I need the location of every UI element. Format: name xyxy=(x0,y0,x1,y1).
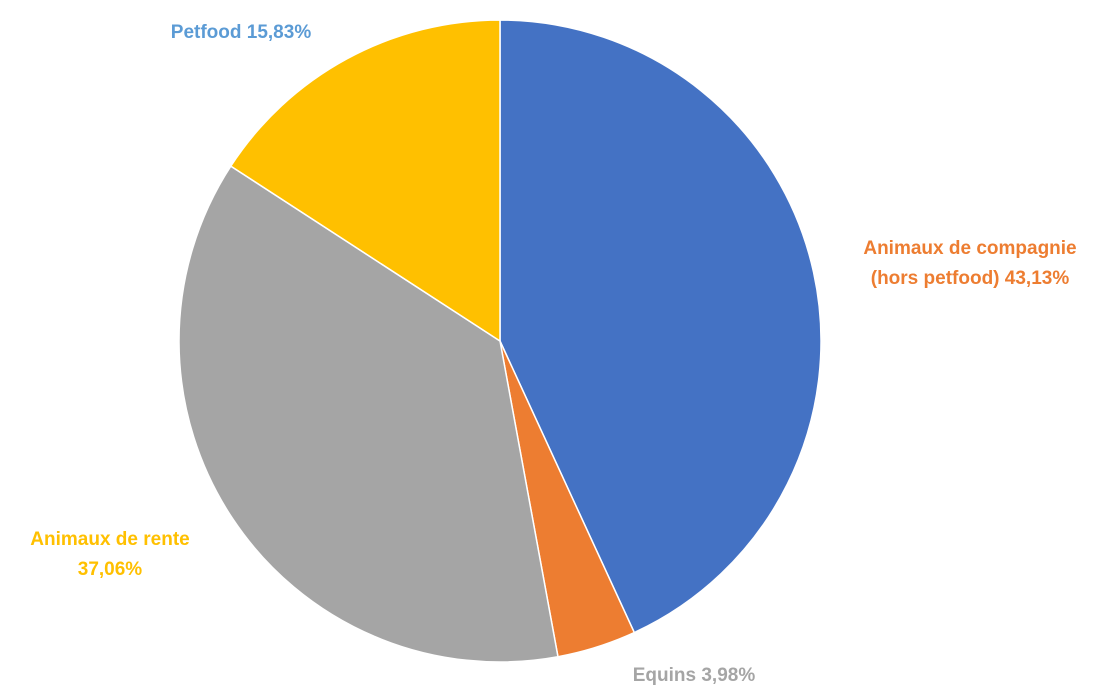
slice-label-animaux-de-rente: Animaux de rente 37,06% xyxy=(30,529,189,580)
pie-slices xyxy=(178,19,822,663)
slice-label-line: Animaux de rente xyxy=(30,529,189,550)
pie-slice-petfood xyxy=(229,19,501,343)
slice-label-line: Petfood 15,83% xyxy=(171,22,312,43)
slice-label-animaux-de-compagnie-hors-petfood: Animaux de compagnie (hors petfood) 43,13… xyxy=(863,238,1076,289)
pie-labels: Animaux de compagnie (hors petfood) 43,13… xyxy=(30,22,1076,686)
slice-label-equins: Equins 3,98% xyxy=(633,665,756,686)
slice-label-line: Equins 3,98% xyxy=(633,665,756,686)
slice-label-line: Animaux de compagnie xyxy=(863,238,1076,259)
pie-slice-animaux-de-rente xyxy=(178,165,559,663)
slice-label-petfood: Petfood 15,83% xyxy=(171,22,312,43)
slice-label-line: 37,06% xyxy=(78,559,143,580)
pie-slice-animaux-de-compagnie-hors-petfood xyxy=(499,19,822,634)
slice-label-line: (hors petfood) 43,13% xyxy=(871,268,1070,289)
